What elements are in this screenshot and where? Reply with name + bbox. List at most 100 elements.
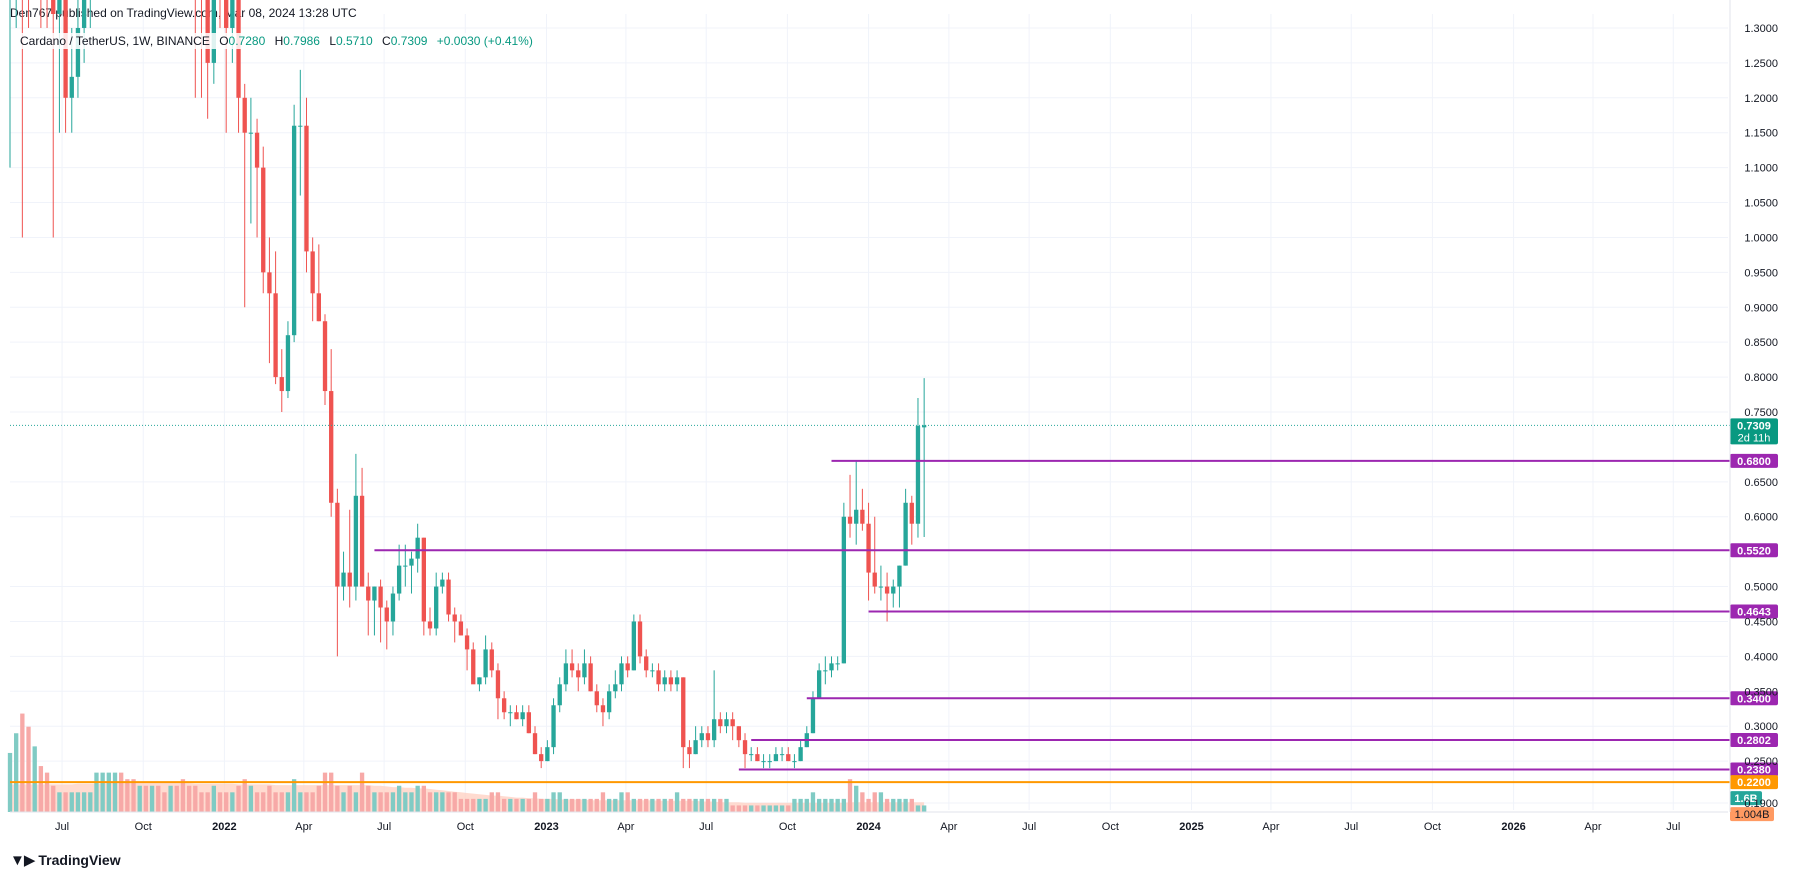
volume-bar xyxy=(545,798,550,812)
price-tick-label: 1.0500 xyxy=(1744,198,1778,210)
volume-bar xyxy=(94,772,99,812)
candle-body xyxy=(347,572,352,587)
volume-bar xyxy=(199,792,204,812)
volume-bar xyxy=(316,785,321,812)
candle-body xyxy=(767,761,772,763)
price-tick-label: 1.1500 xyxy=(1744,128,1778,140)
candle-body xyxy=(205,0,210,63)
volume-bar xyxy=(193,785,198,812)
candle-body xyxy=(613,684,618,692)
time-tick-label: 2025 xyxy=(1179,821,1203,833)
volume-bar xyxy=(403,792,408,812)
volume-bar xyxy=(396,785,402,812)
volume-bar xyxy=(631,798,637,812)
level-label: 0.3400 xyxy=(1737,693,1771,705)
volume-bar xyxy=(742,805,748,812)
candle-body xyxy=(576,670,581,678)
price-tick-label: 0.3000 xyxy=(1744,721,1778,733)
volume-bar xyxy=(329,772,334,812)
volume-bar xyxy=(810,792,816,812)
price-tick-label: 0.8500 xyxy=(1744,337,1778,349)
candle-body xyxy=(514,712,519,720)
candle-body xyxy=(594,691,599,706)
candle-body xyxy=(625,663,630,671)
price-tick-label: 0.6500 xyxy=(1744,477,1778,489)
candle-body xyxy=(409,558,414,566)
volume-bar xyxy=(57,792,62,812)
volume-bar xyxy=(81,792,87,812)
volume-bar xyxy=(149,785,155,812)
volume-bar xyxy=(162,792,167,812)
time-tick-label: Apr xyxy=(295,821,312,833)
high-value: 0.7986 xyxy=(283,34,320,48)
low-label: L xyxy=(329,34,336,48)
price-tick-label: 0.7500 xyxy=(1744,407,1778,419)
volume-label-bg xyxy=(1730,791,1762,806)
candle-body xyxy=(57,0,62,14)
candle-body xyxy=(267,272,272,294)
candle-body xyxy=(644,656,649,671)
candle-body xyxy=(755,754,760,762)
time-tick-label: Jul xyxy=(1344,821,1358,833)
volume-bar xyxy=(186,785,192,812)
volume-bar xyxy=(644,798,649,812)
candle-body xyxy=(736,726,742,741)
volume-bar xyxy=(773,805,779,812)
volume-bar xyxy=(230,792,235,812)
candle-body xyxy=(341,572,346,587)
candle-body xyxy=(304,125,309,252)
volume-bar xyxy=(75,792,81,812)
candle-body xyxy=(69,76,74,98)
volume-bar xyxy=(63,792,68,812)
volume-bar xyxy=(576,798,581,812)
time-tick-label: Apr xyxy=(1262,821,1279,833)
time-tick-label: Apr xyxy=(1584,821,1601,833)
candle-body xyxy=(897,565,902,587)
candle-body xyxy=(569,663,575,671)
volume-label: 1.6B xyxy=(1734,793,1757,805)
countdown-label: 2d 11h xyxy=(1738,432,1771,444)
level-label: 0.5520 xyxy=(1737,545,1771,557)
volume-bar xyxy=(341,792,346,812)
volume-bar xyxy=(563,798,569,812)
time-tick-label: Jul xyxy=(55,821,69,833)
candle-body xyxy=(847,516,853,524)
volume-bar xyxy=(242,779,247,812)
candle-body xyxy=(681,677,686,748)
volume-bar xyxy=(347,785,352,812)
volume-bar xyxy=(594,798,599,812)
volume-bar xyxy=(860,792,865,812)
candle-body xyxy=(396,565,402,594)
volume-bar xyxy=(779,805,785,812)
candle-body xyxy=(921,425,927,428)
time-tick-label: 2022 xyxy=(212,821,236,833)
volume-bar xyxy=(489,792,494,812)
time-tick-label: Apr xyxy=(617,821,634,833)
close-value: 0.7309 xyxy=(390,34,428,48)
candle-body xyxy=(582,663,587,678)
volume-bar xyxy=(224,792,229,812)
volume-bar xyxy=(69,792,74,812)
price-tick-label: 0.4000 xyxy=(1744,651,1778,663)
candle-body xyxy=(891,586,896,594)
volume-bar xyxy=(767,805,772,812)
volume-bar xyxy=(125,779,130,812)
brand-footer[interactable]: ▼▶ TradingView xyxy=(10,851,121,869)
volume-bar xyxy=(816,798,822,812)
volume-bar xyxy=(866,798,871,812)
time-tick-label: Oct xyxy=(1424,821,1441,833)
candle-body xyxy=(483,649,488,678)
volume-bar xyxy=(903,798,908,812)
candle-body xyxy=(248,132,254,134)
volume-bar xyxy=(749,805,754,812)
volume-bar xyxy=(909,798,914,812)
candle-body xyxy=(724,719,729,727)
level-label-bg xyxy=(1730,691,1778,706)
volume-bar xyxy=(551,792,556,812)
candle-body xyxy=(224,0,229,28)
volume-bar xyxy=(532,792,538,812)
candle-body xyxy=(730,719,735,727)
volume-bar xyxy=(835,798,840,812)
candle-body xyxy=(477,677,482,685)
